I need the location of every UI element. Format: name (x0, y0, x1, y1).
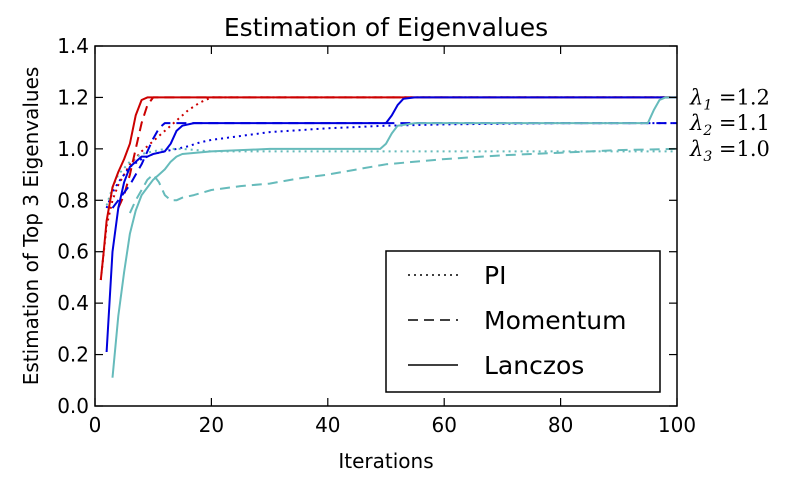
legend-label-momentum: Momentum (484, 306, 626, 335)
chart-title: Estimation of Eigenvalues (224, 13, 548, 42)
legend: PI Momentum Lanczos (385, 250, 661, 393)
y-tick-label: 0.6 (57, 240, 89, 264)
axes-layer: 0 20 40 60 80 100 0.0 0.2 0.4 0.6 0.8 1.0 1.2 1.4 (57, 34, 696, 437)
y-tick-label: 0.2 (57, 343, 89, 367)
x-tick-label: 100 (658, 413, 696, 437)
x-tick-label: 0 (89, 413, 102, 437)
y-tick-label: 0.0 (57, 394, 89, 418)
series-momentum-eig3 (128, 147, 677, 214)
eigenvalue-annotation-3: λ3 =1.0 (689, 137, 770, 165)
series-lanczos-eig3 (111, 96, 677, 378)
series-lanczos-eig1 (99, 96, 677, 281)
legend-label-lanczos: Lanczos (484, 351, 584, 380)
series-layer (99, 96, 677, 378)
series-lanczos-eig2 (105, 96, 677, 353)
x-tick-label: 80 (548, 413, 573, 437)
y-tick-label: 1.2 (57, 85, 89, 109)
y-tick-label: 0.8 (57, 188, 89, 212)
x-tick-label: 60 (431, 413, 456, 437)
legend-label-pi: PI (484, 261, 506, 290)
x-tick-label: 20 (199, 413, 224, 437)
x-axis-label: Iterations (338, 449, 433, 473)
eigenvalue-annotation-2: λ2 =1.1 (689, 111, 770, 139)
legend-box (385, 250, 661, 393)
y-tick-label: 1.4 (57, 34, 89, 58)
y-axis-label: Estimation of Top 3 Eigenvalues (19, 67, 43, 386)
eigenvalue-annotation-1: λ1 =1.2 (689, 85, 770, 113)
series-pi-eig3 (105, 147, 677, 206)
plot-frame (94, 45, 678, 407)
x-tick-label: 40 (315, 413, 340, 437)
eigenvalue-annotations: λ1 =1.2λ2 =1.1λ3 =1.0 (689, 85, 770, 164)
y-tick-label: 0.4 (57, 291, 89, 315)
y-tick-label: 1.0 (57, 137, 89, 161)
series-momentum-eig2 (111, 122, 677, 209)
